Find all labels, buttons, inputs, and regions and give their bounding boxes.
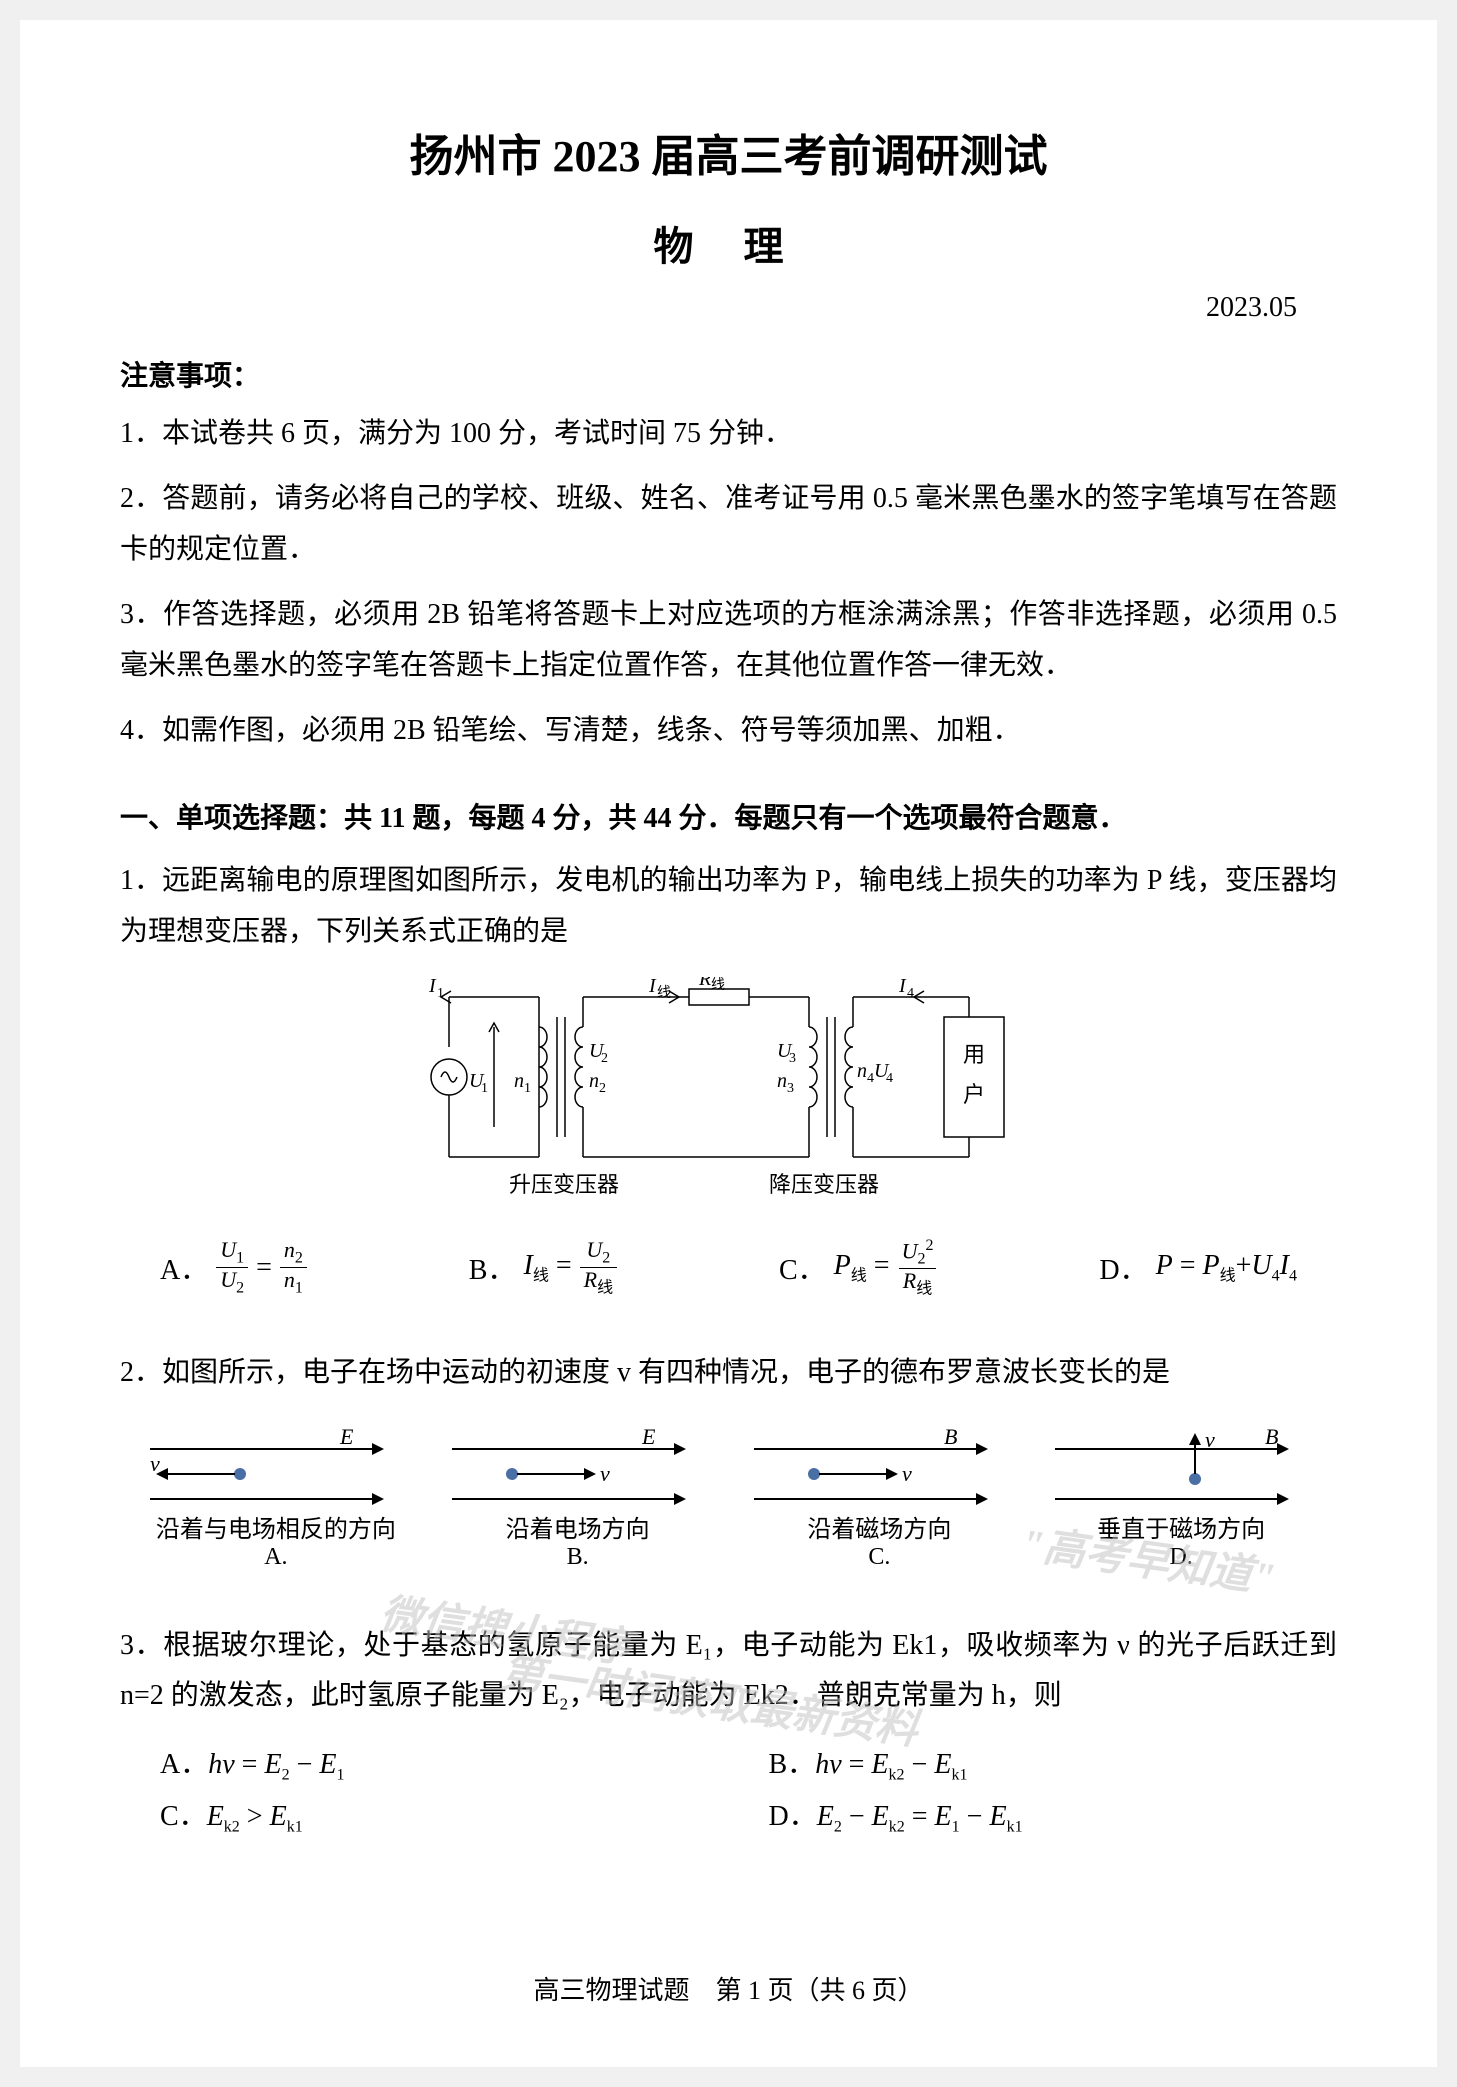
svg-text:v: v	[600, 1461, 610, 1486]
q2-diagrams: E v 沿着与电场相反的方向 A. E v	[120, 1419, 1337, 1581]
svg-text:E: E	[641, 1429, 656, 1449]
q2-a-label: A.	[140, 1544, 412, 1571]
svg-text:降压变压器: 降压变压器	[769, 1172, 879, 1197]
q2-c-label: C.	[744, 1544, 1016, 1571]
q2-diagram-b: E v 沿着电场方向 B.	[442, 1429, 714, 1571]
q3-option-d: D．E2 − Ek2 = E1 − Ek1	[769, 1794, 1338, 1837]
svg-text:I: I	[428, 977, 437, 997]
q3-option-b: B．hν = Ek2 − Ek1	[769, 1742, 1338, 1785]
svg-text:用: 用	[963, 1042, 985, 1067]
q2-diagram-a: E v 沿着与电场相反的方向 A.	[140, 1429, 412, 1571]
question-2: 2．如图所示，电子在场中运动的初速度 v 有四种情况，电子的德布罗意波长变长的是	[120, 1348, 1337, 1398]
svg-text:v: v	[1205, 1429, 1215, 1452]
q2-diagram-c: B v 沿着磁场方向 C.	[744, 1429, 1016, 1571]
q2-d-label: D.	[1045, 1544, 1317, 1571]
svg-text:B: B	[944, 1429, 957, 1449]
page-footer: 高三物理试题 第 1 页（共 6 页）	[20, 1970, 1437, 2007]
svg-text:v: v	[150, 1451, 160, 1476]
svg-text:I: I	[898, 977, 907, 997]
question-1: 1．远距离输电的原理图如图所示，发电机的输出功率为 P，输电线上损失的功率为 P…	[120, 856, 1337, 957]
exam-page: 扬州市 2023 届高三考前调研测试 物 理 2023.05 注意事项： 1．本…	[20, 20, 1437, 2067]
svg-text:n: n	[777, 1070, 787, 1092]
svg-text:户: 户	[963, 1082, 985, 1107]
question-3: 3．根据玻尔理论，处于基态的氢原子能量为 E₁，电子动能为 Ek1，吸收频率为 …	[120, 1621, 1337, 1722]
q3-option-a: A．hν = E2 − E1	[160, 1742, 729, 1785]
svg-text:1: 1	[481, 1081, 488, 1096]
svg-text:E: E	[339, 1429, 354, 1449]
q2-c-desc: 沿着磁场方向	[744, 1509, 1016, 1544]
svg-text:v: v	[902, 1461, 912, 1486]
svg-text:线: 线	[711, 977, 725, 993]
q2-b-desc: 沿着电场方向	[442, 1509, 714, 1544]
circuit-diagram: I1 U1 n1 U2 n2 升压变压器 I线	[120, 977, 1337, 1207]
page-title: 扬州市 2023 届高三考前调研测试	[120, 120, 1337, 184]
svg-text:2: 2	[599, 1081, 606, 1096]
transmission-circuit-svg: I1 U1 n1 U2 n2 升压变压器 I线	[369, 977, 1089, 1207]
svg-text:1: 1	[524, 1081, 531, 1096]
svg-text:2: 2	[601, 1051, 608, 1066]
svg-text:线: 线	[657, 985, 671, 1001]
subject-title: 物 理	[120, 214, 1337, 272]
q1-option-c: C． P线 = U22R线	[779, 1237, 938, 1298]
q1-option-b: B． I线 = U2R线	[469, 1237, 617, 1298]
instruction-2: 2．答题前，请务必将自己的学校、班级、姓名、准考证号用 0.5 毫米黑色墨水的签…	[120, 474, 1337, 575]
q2-a-desc: 沿着与电场相反的方向	[140, 1509, 412, 1544]
svg-text:B: B	[1265, 1429, 1278, 1449]
svg-text:4: 4	[886, 1071, 893, 1086]
exam-date: 2023.05	[120, 292, 1297, 324]
svg-text:升压变压器: 升压变压器	[509, 1172, 619, 1197]
svg-text:3: 3	[787, 1081, 794, 1096]
svg-text:I: I	[648, 977, 657, 997]
q1-options: A． U1U2 = n2n1 B． I线 = U2R线 C． P线 = U22R…	[120, 1227, 1337, 1308]
q3-text: 3．根据玻尔理论，处于基态的氢原子能量为 E₁，电子动能为 Ek1，吸收频率为 …	[120, 1630, 1337, 1711]
svg-text:n: n	[514, 1070, 524, 1092]
q1-text: 1．远距离输电的原理图如图所示，发电机的输出功率为 P，输电线上损失的功率为 P…	[120, 865, 1337, 946]
q1-option-d: D． P = P线+U4I4	[1099, 1237, 1297, 1298]
svg-text:4: 4	[867, 1071, 874, 1086]
svg-text:3: 3	[789, 1051, 796, 1066]
q2-text: 2．如图所示，电子在场中运动的初速度 v 有四种情况，电子的德布罗意波长变长的是	[120, 1357, 1170, 1388]
section-1-title: 一、单项选择题：共 11 题，每题 4 分，共 44 分．每题只有一个选项最符合…	[120, 796, 1337, 836]
svg-text:R: R	[698, 977, 711, 990]
svg-text:4: 4	[907, 986, 914, 1001]
q1-option-a: A． U1U2 = n2n1	[160, 1237, 307, 1298]
instruction-1: 1．本试卷共 6 页，满分为 100 分，考试时间 75 分钟．	[120, 409, 1337, 459]
q2-diagram-d: B v 垂直于磁场方向 D.	[1045, 1429, 1317, 1571]
instructions-header: 注意事项：	[120, 354, 1337, 394]
q2-b-label: B.	[442, 1544, 714, 1571]
svg-text:n: n	[589, 1070, 599, 1092]
q3-option-c: C．Ek2 > Ek1	[160, 1794, 729, 1837]
q3-options: A．hν = E2 − E1 B．hν = Ek2 − Ek1 C．Ek2 > …	[120, 1742, 1337, 1837]
svg-text:n: n	[857, 1060, 867, 1082]
instruction-4: 4．如需作图，必须用 2B 铅笔绘、写清楚，线条、符号等须加黑、加粗．	[120, 706, 1337, 756]
q2-d-desc: 垂直于磁场方向	[1045, 1509, 1317, 1544]
instruction-3: 3．作答选择题，必须用 2B 铅笔将答题卡上对应选项的方框涂满涂黑；作答非选择题…	[120, 590, 1337, 691]
